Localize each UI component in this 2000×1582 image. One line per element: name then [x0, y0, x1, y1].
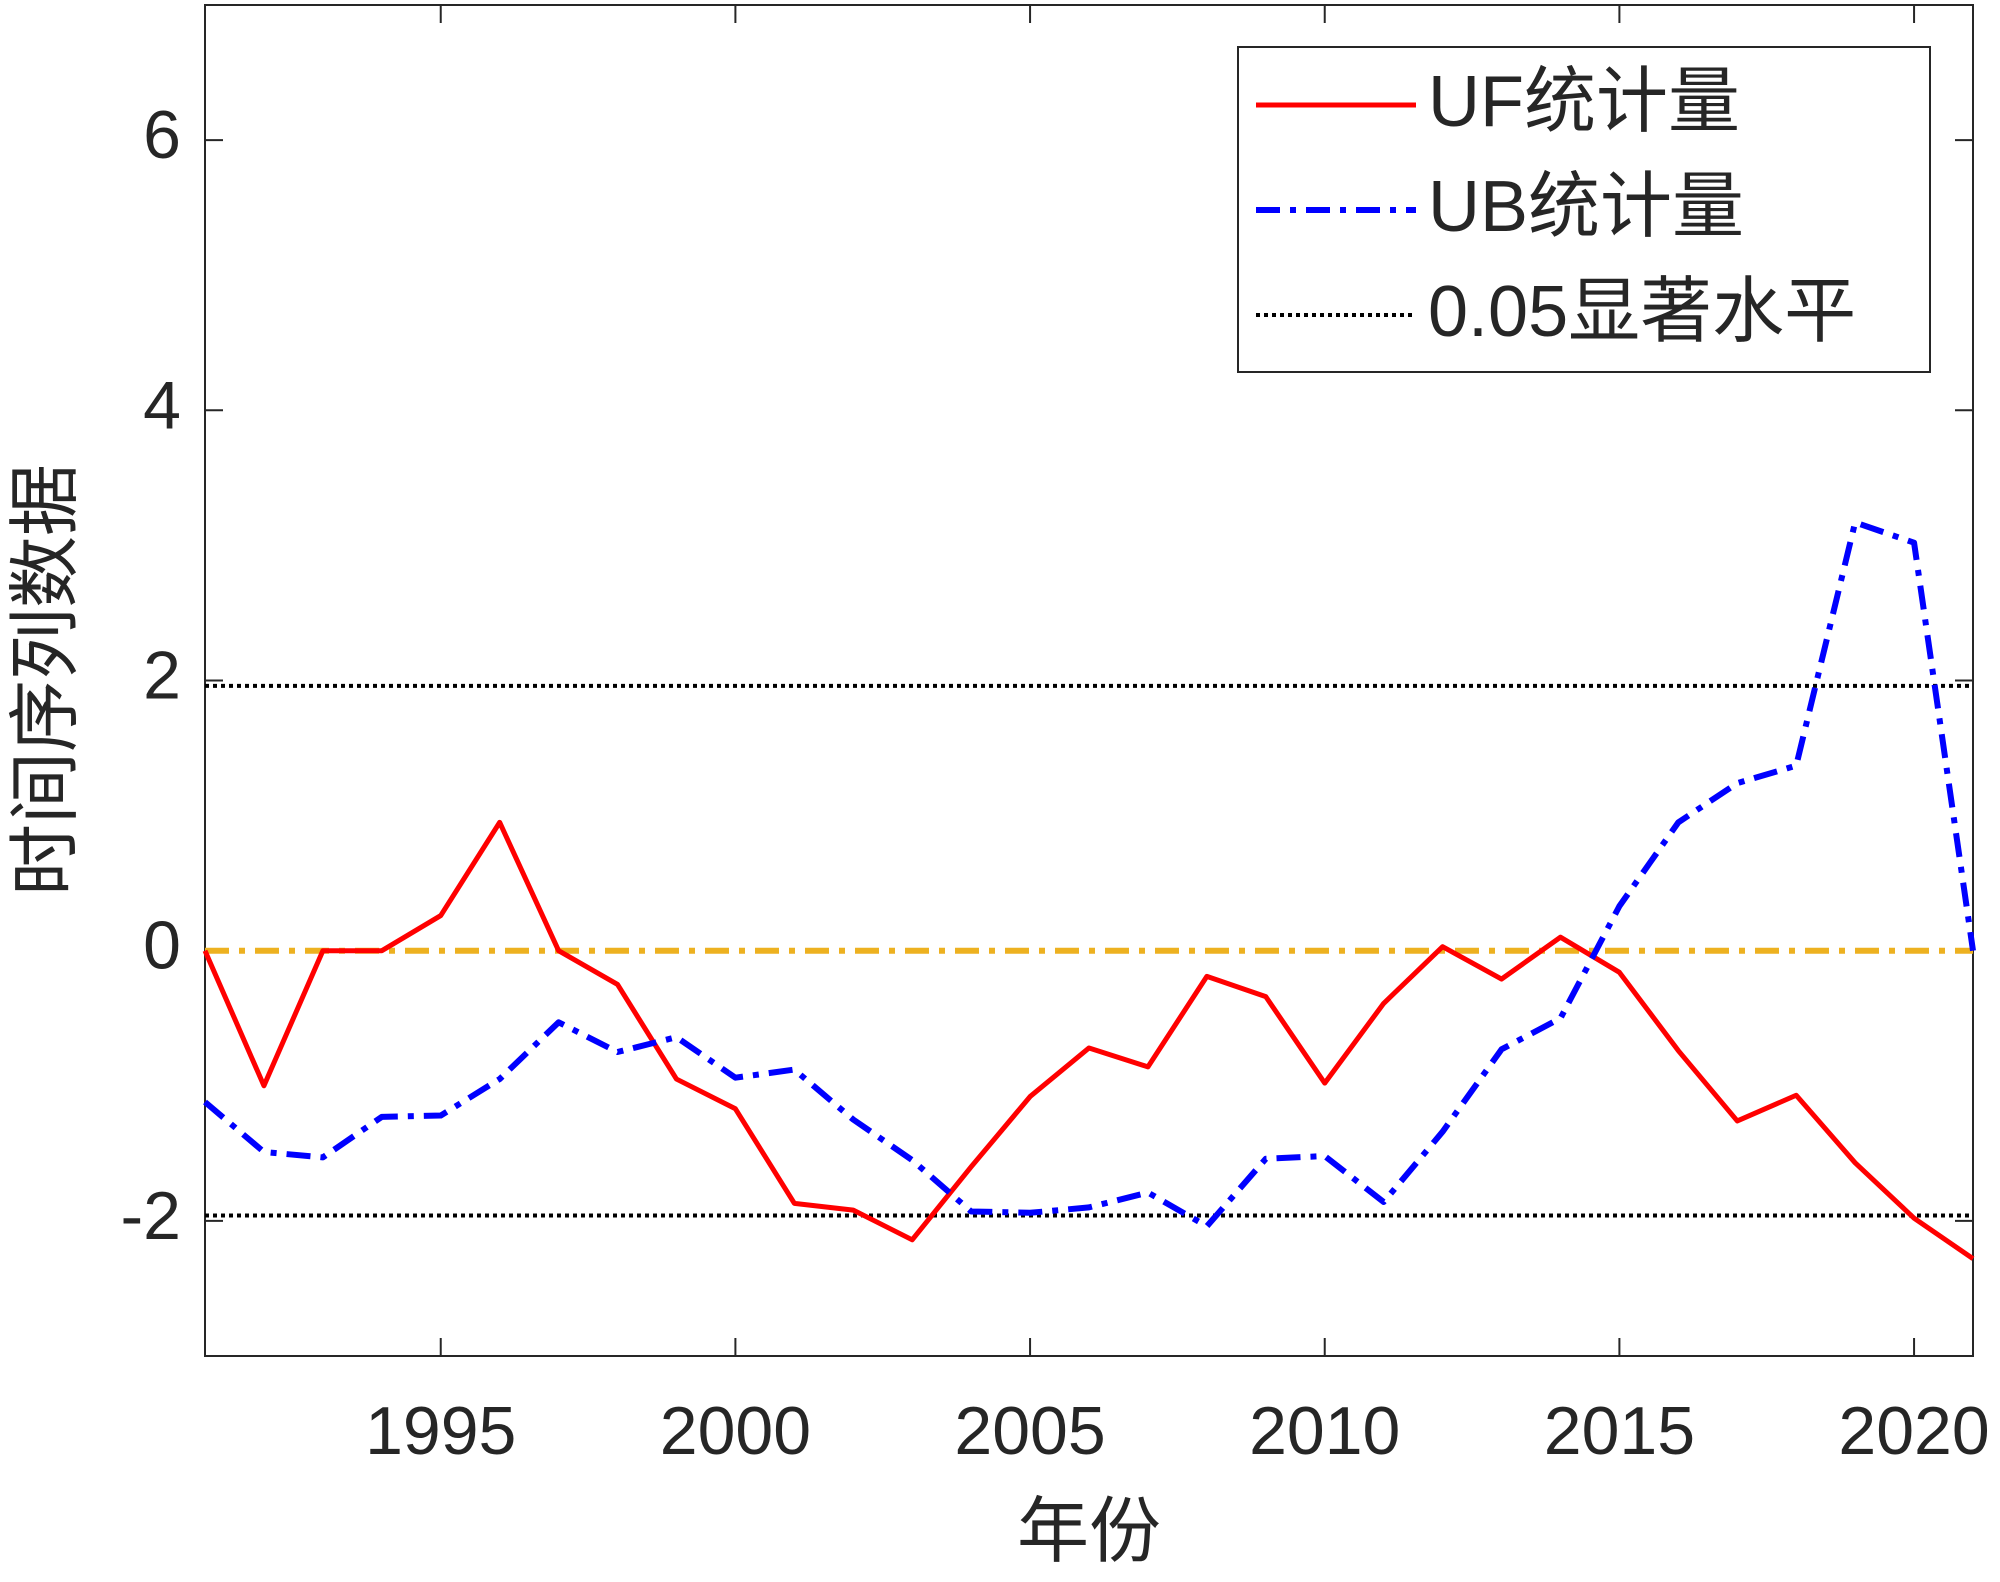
- y-tick-label: -2: [121, 1178, 181, 1254]
- y-tick-label: 2: [143, 637, 181, 713]
- legend-label: UF统计量: [1428, 62, 1740, 142]
- legend-label: UB统计量: [1428, 167, 1744, 247]
- x-tick-label: 2010: [1249, 1393, 1400, 1469]
- x-tick-label: 2005: [954, 1393, 1105, 1469]
- y-tick-label: 6: [143, 97, 181, 173]
- x-tick-label: 2000: [660, 1393, 811, 1469]
- x-tick-label: 2015: [1544, 1393, 1695, 1469]
- data-line: [202, 819, 1975, 1261]
- y-axis-label: 时间序列数据: [6, 464, 86, 896]
- y-tick-label: 0: [143, 908, 181, 984]
- data-line: [203, 519, 1976, 1230]
- legend-box: [1237, 46, 1931, 373]
- y-tick-label: 4: [143, 367, 181, 443]
- x-tick-label: 2020: [1838, 1393, 1989, 1469]
- legend-label: 0.05显著水平: [1428, 272, 1856, 352]
- x-axis-label: 年份: [1017, 1492, 1161, 1572]
- x-tick-label: 1995: [365, 1393, 516, 1469]
